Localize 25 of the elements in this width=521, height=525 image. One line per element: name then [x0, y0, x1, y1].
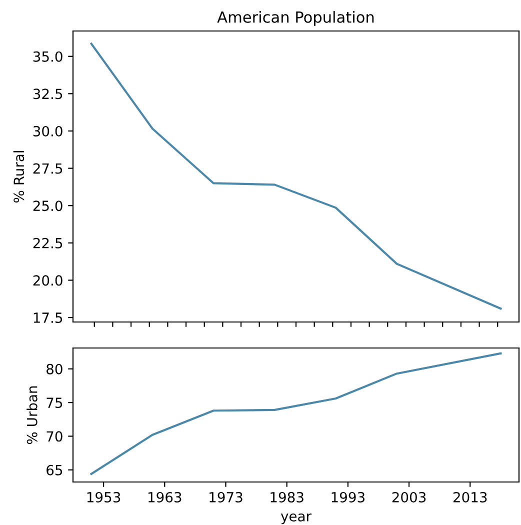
chart-title: American Population [217, 11, 374, 26]
y-tick-label: 75 [46, 398, 62, 408]
y-tick-label: 35.0 [33, 51, 62, 62]
y-tick-label: 70 [46, 431, 62, 442]
x-tick-label: 1973 [210, 492, 242, 502]
y-tick-label: 65 [46, 464, 62, 476]
y-axis-title: % Urban [26, 386, 38, 444]
y-tick-label: 80 [46, 364, 62, 374]
y-tick-label: 17.5 [34, 312, 62, 323]
y-tick-label: 32.5 [33, 88, 62, 100]
y-tick-label: 22.5 [33, 238, 62, 248]
x-tick-label: 1983 [270, 492, 304, 502]
y-tick-label: 30.0 [33, 126, 62, 136]
x-axis-title: year [280, 513, 312, 524]
x-tick-label: 2013 [453, 492, 487, 502]
y-tick-label: 27.5 [33, 163, 62, 174]
line-series [90, 352, 502, 475]
y-tick-label: 25.0 [33, 200, 62, 212]
x-tick-label: 1953 [87, 492, 120, 502]
line-series [90, 42, 502, 310]
y-tick-label: 20.0 [33, 275, 62, 286]
x-tick-label: 1963 [148, 492, 182, 502]
x-tick-label: 2003 [392, 492, 426, 502]
x-tick-label: 1993 [332, 492, 364, 502]
y-axis-title: % Rural [13, 151, 24, 202]
